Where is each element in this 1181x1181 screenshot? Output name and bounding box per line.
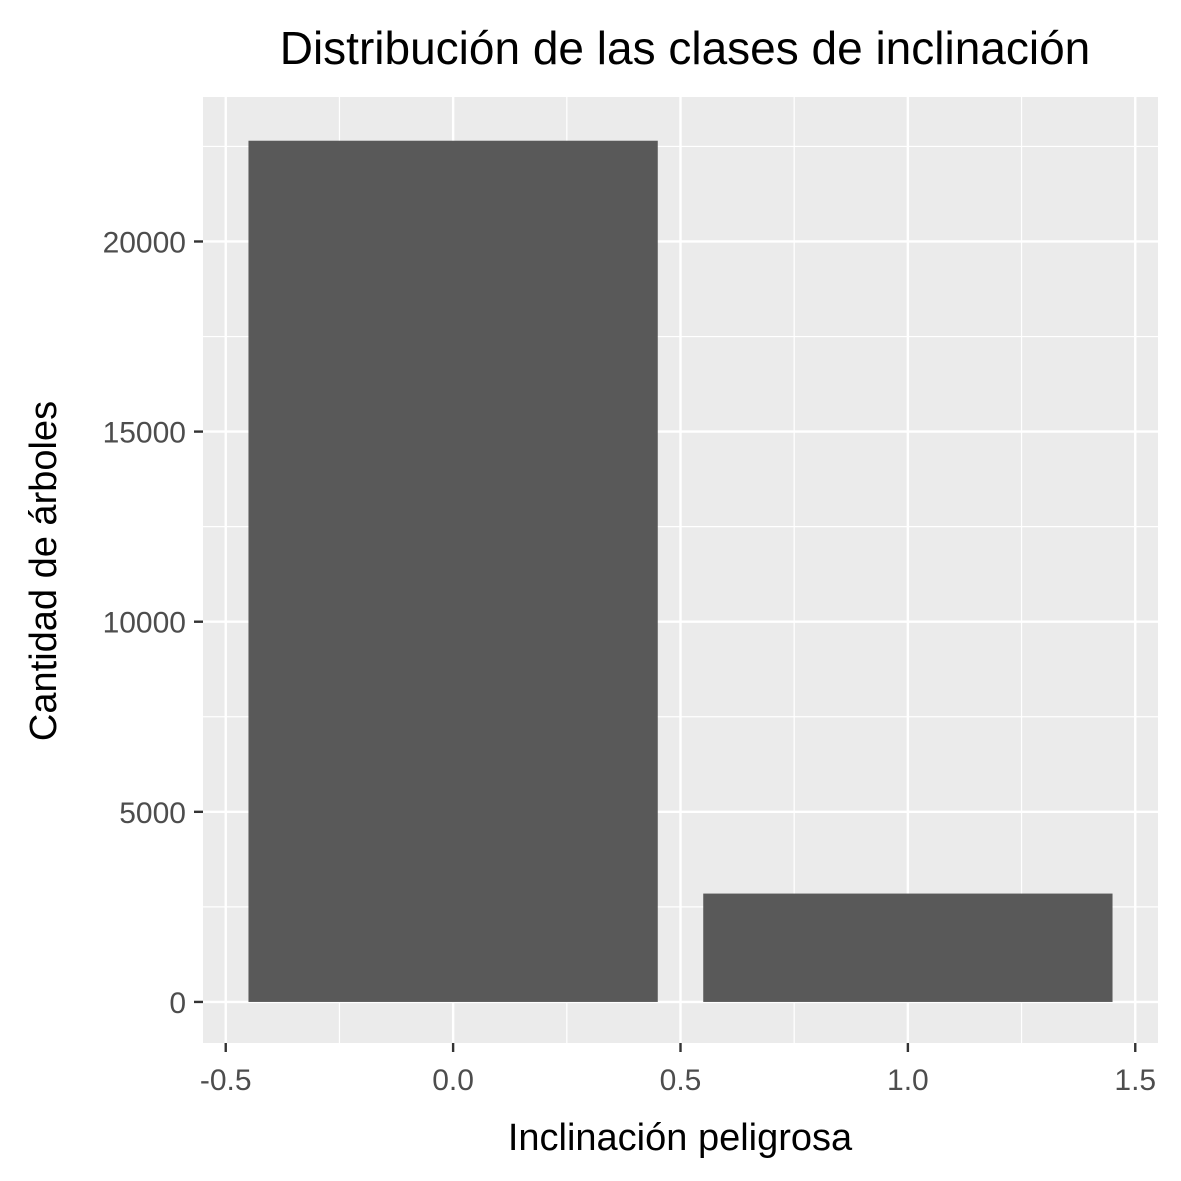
bar: [248, 140, 658, 1002]
y-tick-label: 20000: [103, 226, 186, 259]
y-tick-label: 5000: [119, 797, 186, 830]
y-axis-title: Cantidad de árboles: [23, 401, 65, 741]
chart-title: Distribución de las clases de inclinació…: [280, 22, 1091, 74]
x-tick-label: 1.0: [887, 1064, 929, 1097]
y-tick-label: 10000: [103, 607, 186, 640]
x-axis: -0.5 0.0 0.5 1.0 1.5: [200, 1043, 1156, 1097]
bars: [248, 140, 1113, 1002]
y-axis: 0 5000 10000 15000 20000: [103, 226, 203, 1020]
x-axis-title: Inclinación peligrosa: [508, 1117, 853, 1159]
y-tick-label: 15000: [103, 417, 186, 450]
x-tick-label: 0.0: [432, 1064, 474, 1097]
x-tick-label: 1.5: [1114, 1064, 1156, 1097]
bar: [703, 893, 1113, 1002]
x-tick-label: 0.5: [660, 1064, 702, 1097]
x-tick-label: -0.5: [200, 1064, 252, 1097]
y-tick-label: 0: [169, 987, 186, 1020]
